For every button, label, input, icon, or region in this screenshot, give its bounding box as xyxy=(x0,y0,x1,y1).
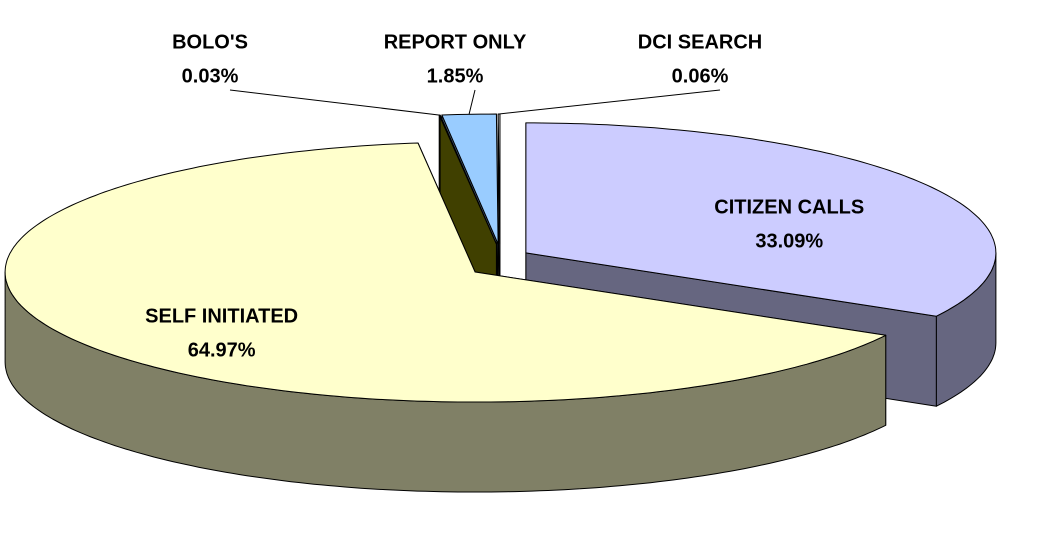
value-label: 64.97% xyxy=(188,339,256,361)
value-label: 33.09% xyxy=(755,230,823,252)
slice-label: REPORT ONLY xyxy=(384,31,527,53)
slice-label: BOLO'S xyxy=(172,31,248,53)
slice-label: SELF INITIATED xyxy=(145,305,298,327)
slice-label: DCI SEARCH xyxy=(638,31,762,53)
leader-line xyxy=(499,89,721,115)
leader-line xyxy=(468,89,476,115)
slice-label: CITIZEN CALLS xyxy=(714,196,864,218)
value-label: 0.03% xyxy=(182,65,239,87)
slice xyxy=(438,114,497,245)
slice xyxy=(441,113,499,245)
value-label: 1.85% xyxy=(427,65,484,87)
value-label: 0.06% xyxy=(672,65,729,87)
leader-line xyxy=(229,89,440,116)
slice xyxy=(4,142,887,403)
slice xyxy=(525,122,997,317)
